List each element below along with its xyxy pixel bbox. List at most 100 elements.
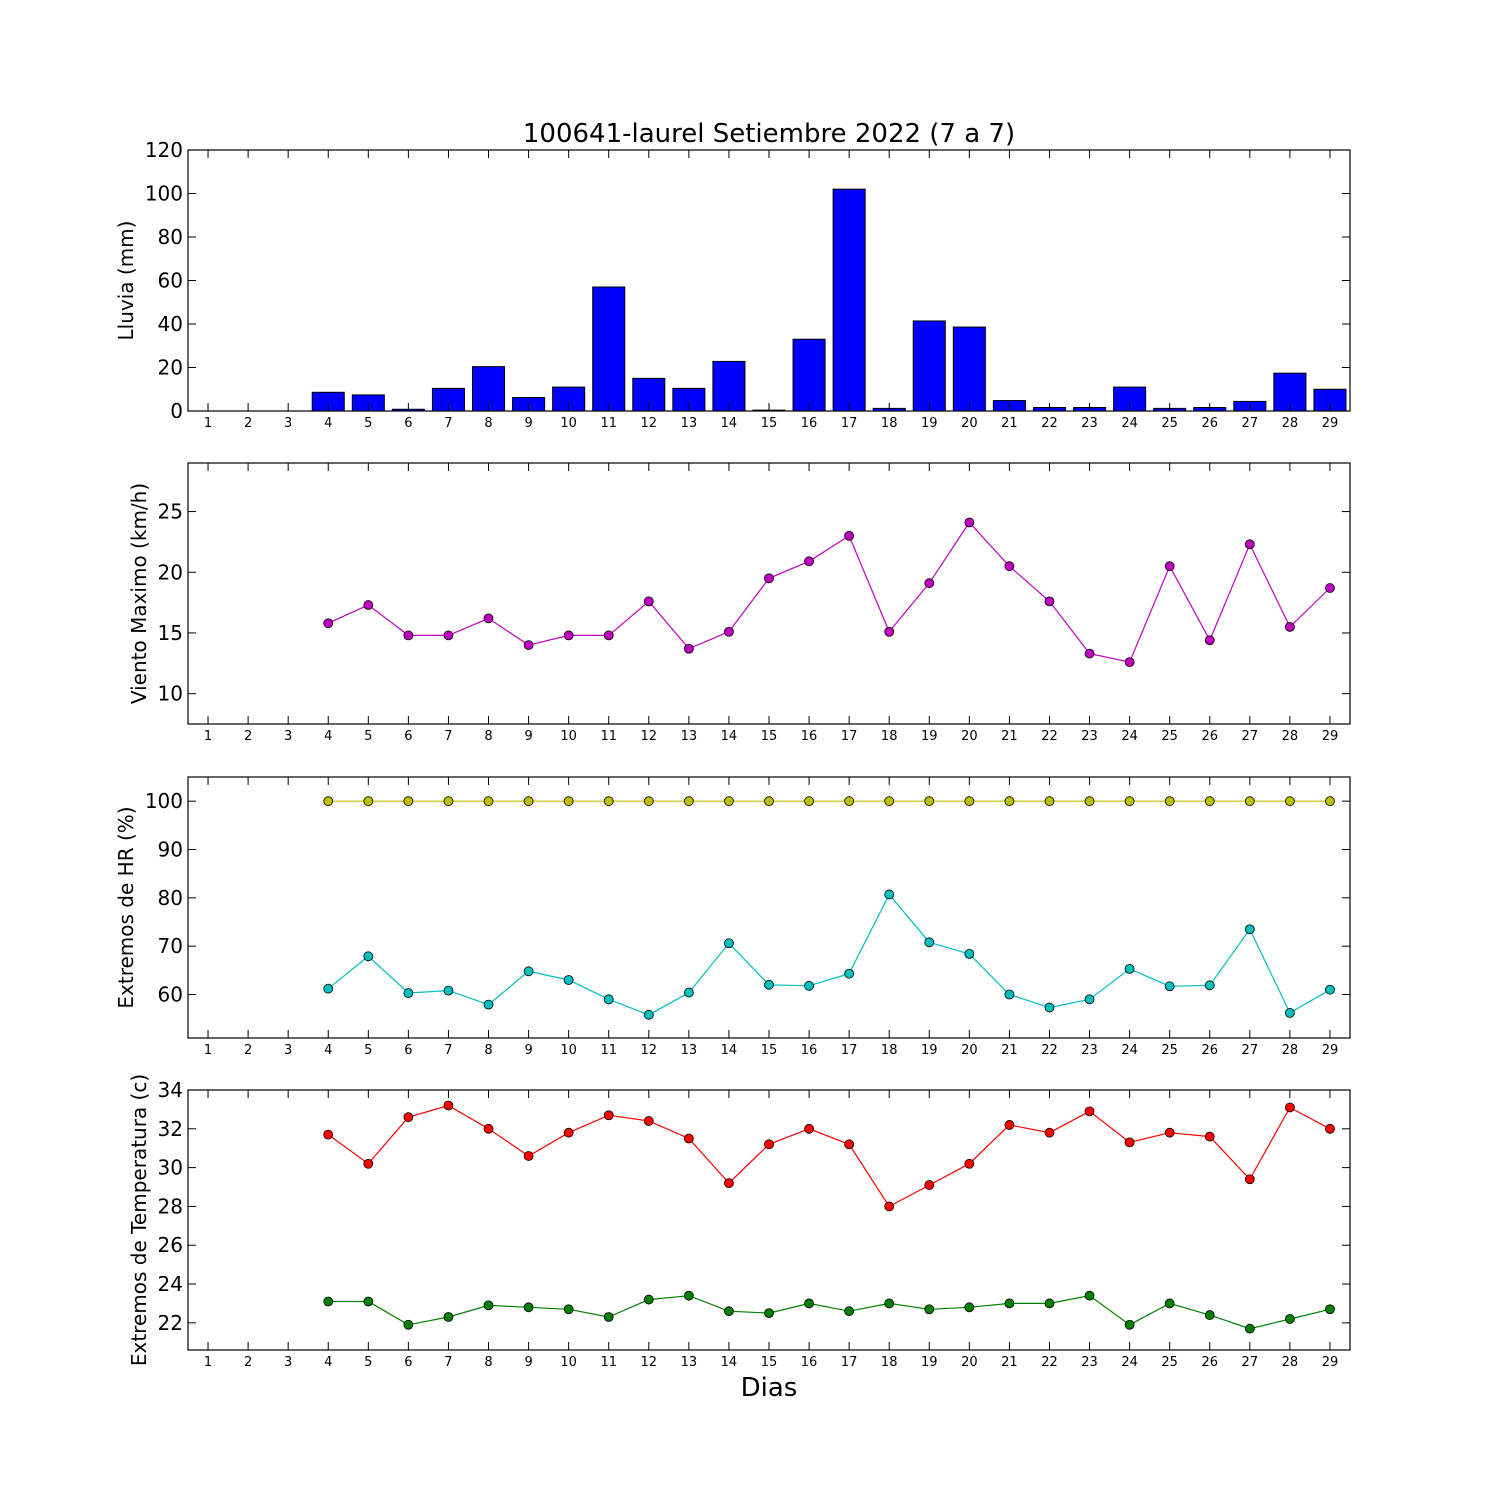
max-wind-series-0-point-day-21 bbox=[1004, 561, 1015, 572]
temperature-series-1-point-day-11 bbox=[603, 1312, 614, 1322]
humidity-series-0-point-day-24 bbox=[1124, 796, 1135, 807]
rainfall-xtick-label: 13 bbox=[681, 416, 698, 431]
max-wind-xtick-label: 28 bbox=[1282, 729, 1299, 744]
max-wind-xtick-label: 10 bbox=[560, 729, 577, 744]
max-wind-xtick-label: 4 bbox=[324, 729, 332, 744]
temperature-series-0-point-day-8 bbox=[483, 1123, 494, 1134]
max-wind-xtick-label: 14 bbox=[721, 729, 738, 744]
humidity-series-0-point-day-5 bbox=[363, 796, 374, 807]
temperature-series-1-point-day-19 bbox=[924, 1304, 935, 1315]
rainfall-xtick-label: 10 bbox=[560, 416, 577, 431]
rainfall-xtick-label: 18 bbox=[881, 416, 898, 431]
humidity-xtick-label: 1 bbox=[204, 1043, 212, 1058]
temperature-xtick-label: 6 bbox=[404, 1355, 412, 1370]
humidity-series-0-point-day-10 bbox=[563, 796, 574, 807]
temperature-series-0-point-day-7 bbox=[443, 1100, 454, 1111]
rainfall-xtick-label: 3 bbox=[284, 416, 292, 431]
temperature-ytick-label: 28 bbox=[158, 1194, 183, 1218]
humidity-series-0-point-day-28 bbox=[1284, 796, 1295, 807]
humidity-xtick-label: 8 bbox=[484, 1043, 492, 1058]
humidity-xtick-label: 11 bbox=[600, 1043, 617, 1058]
humidity-series-1-point-day-5 bbox=[363, 951, 374, 962]
temperature-series-0-line bbox=[327, 1104, 1331, 1208]
humidity-xtick-label: 2 bbox=[244, 1043, 252, 1058]
max-wind-xtick-label: 16 bbox=[801, 729, 818, 744]
humidity-xtick-label: 9 bbox=[524, 1043, 532, 1058]
temperature-series-1-point-day-10 bbox=[563, 1304, 574, 1315]
rainfall-bar-day-19 bbox=[912, 320, 946, 412]
temperature-y-axis-label: Extremos de Temperatura (c) bbox=[127, 1074, 151, 1366]
temperature-series-1-point-day-22 bbox=[1044, 1298, 1055, 1309]
max-wind-xtick-label: 17 bbox=[841, 729, 858, 744]
max-wind-xtick-label: 25 bbox=[1161, 729, 1178, 744]
rainfall-xtick-label: 6 bbox=[404, 416, 412, 431]
max-wind-series-0-point-day-26 bbox=[1204, 635, 1215, 646]
temperature-series-1-point-day-9 bbox=[523, 1302, 534, 1313]
humidity-xtick-label: 22 bbox=[1041, 1043, 1058, 1058]
humidity-series-0-point-day-8 bbox=[483, 796, 494, 807]
temperature-series-0-point-day-13 bbox=[683, 1133, 694, 1144]
temperature-series-0-point-day-27 bbox=[1244, 1174, 1255, 1185]
humidity-xtick-label: 18 bbox=[881, 1043, 898, 1058]
humidity-series-0-point-day-23 bbox=[1084, 796, 1095, 807]
max-wind-y-axis-label: Viento Maximo (km/h) bbox=[127, 483, 151, 704]
temperature-series-1-point-day-15 bbox=[764, 1308, 774, 1319]
rainfall-xtick-label: 29 bbox=[1322, 416, 1339, 431]
max-wind-series-0-point-day-22 bbox=[1044, 596, 1055, 607]
humidity-series-0-point-day-17 bbox=[844, 796, 855, 807]
humidity-xtick-label: 28 bbox=[1282, 1043, 1299, 1058]
humidity-series-0-point-day-6 bbox=[403, 796, 414, 807]
rainfall-xtick-label: 1 bbox=[204, 416, 212, 431]
max-wind-series-0-point-day-8 bbox=[483, 613, 494, 624]
max-wind-xtick-label: 22 bbox=[1041, 729, 1058, 744]
temperature-series-0-point-day-26 bbox=[1204, 1131, 1215, 1142]
max-wind-series-0-point-day-25 bbox=[1164, 561, 1175, 572]
temperature-series-1-point-day-23 bbox=[1084, 1290, 1095, 1301]
rainfall-bar-day-11 bbox=[592, 286, 626, 412]
max-wind-xtick-label: 20 bbox=[961, 729, 978, 744]
humidity-xtick-label: 17 bbox=[841, 1043, 858, 1058]
temperature-series-1-line bbox=[328, 1295, 1331, 1330]
humidity-series-0-point-day-18 bbox=[884, 796, 895, 807]
temperature-xtick-label: 1 bbox=[204, 1355, 212, 1370]
rainfall-xtick-label: 15 bbox=[761, 416, 778, 431]
max-wind-series-0-point-day-12 bbox=[643, 596, 654, 607]
temperature-series-1-point-day-5 bbox=[363, 1296, 374, 1307]
humidity-series-1-point-day-17 bbox=[844, 968, 855, 979]
temperature-xtick-label: 5 bbox=[364, 1355, 372, 1370]
humidity-ytick-label: 80 bbox=[158, 886, 183, 910]
rainfall-ytick-label: 80 bbox=[158, 225, 183, 249]
rainfall-xtick-label: 27 bbox=[1242, 416, 1259, 431]
temperature-series-1-point-day-12 bbox=[643, 1294, 654, 1305]
rainfall-ytick-label: 20 bbox=[158, 356, 183, 380]
rainfall-xtick-label: 25 bbox=[1161, 416, 1178, 431]
rainfall-xtick-label: 2 bbox=[244, 416, 252, 431]
max-wind-series-0-point-day-29 bbox=[1325, 583, 1335, 593]
humidity-series-1-point-day-21 bbox=[1004, 989, 1015, 1000]
temperature-xtick-label: 9 bbox=[524, 1355, 532, 1370]
temperature-xtick-label: 7 bbox=[444, 1355, 452, 1370]
temperature-series-1-point-day-24 bbox=[1124, 1319, 1135, 1330]
temperature-series-0-point-day-23 bbox=[1084, 1106, 1095, 1117]
max-wind-xtick-label: 5 bbox=[364, 729, 372, 744]
humidity-series-0-point-day-12 bbox=[643, 796, 654, 807]
rainfall-xtick-label: 20 bbox=[961, 416, 978, 431]
temperature-series-0-point-day-29 bbox=[1325, 1123, 1335, 1134]
humidity-series-0-point-day-21 bbox=[1004, 796, 1015, 807]
humidity-series-1-point-day-25 bbox=[1164, 981, 1175, 992]
humidity-y-axis-label: Extremos de HR (%) bbox=[114, 806, 138, 1008]
temperature-series-1-point-day-21 bbox=[1004, 1298, 1015, 1309]
humidity-series-1-point-day-11 bbox=[603, 994, 614, 1005]
temperature-series-1-point-day-7 bbox=[443, 1312, 454, 1322]
max-wind-series-0-point-day-13 bbox=[683, 643, 694, 654]
temperature-series-1-point-day-29 bbox=[1325, 1304, 1335, 1315]
max-wind-series-0-point-day-27 bbox=[1244, 539, 1255, 550]
max-wind-ytick-label: 15 bbox=[158, 621, 183, 645]
temperature-xtick-label: 27 bbox=[1242, 1355, 1259, 1370]
temperature-ytick-label: 26 bbox=[158, 1233, 183, 1257]
max-wind-frame bbox=[187, 462, 1351, 725]
rainfall-frame bbox=[187, 149, 1351, 412]
